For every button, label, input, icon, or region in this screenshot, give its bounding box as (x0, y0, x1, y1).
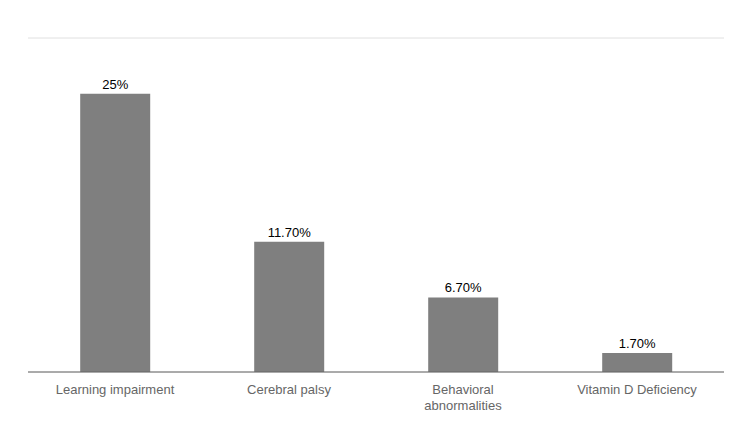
svg-text:Learning impairment: Learning impairment (56, 382, 175, 397)
svg-text:Vitamin D Deficiency: Vitamin D Deficiency (577, 382, 697, 397)
svg-text:Cerebral palsy: Cerebral palsy (247, 382, 331, 397)
svg-text:11.70%: 11.70% (268, 225, 312, 240)
svg-text:6.70%: 6.70% (445, 280, 482, 295)
svg-text:1.70%: 1.70% (619, 336, 656, 351)
svg-text:25%: 25% (102, 77, 128, 92)
svg-text:Behavioralabnormalities: Behavioralabnormalities (424, 382, 502, 413)
